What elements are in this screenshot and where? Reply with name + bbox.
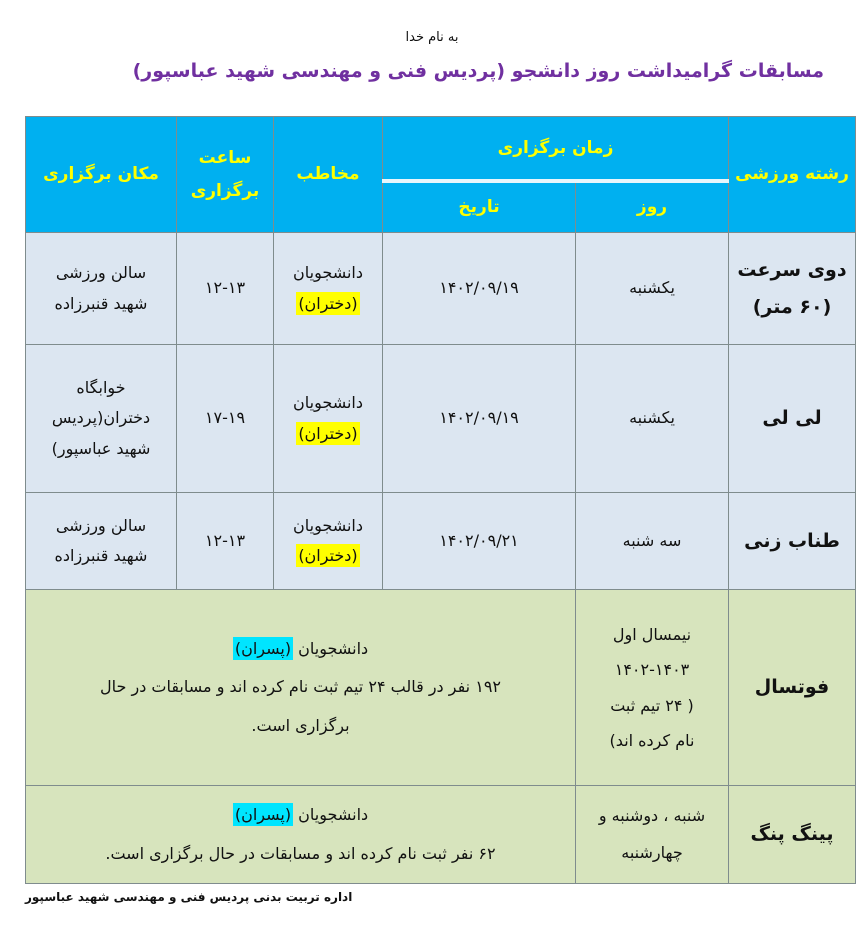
date-cell: ۱۴۰۲/۰۹/۲۱ (382, 492, 576, 590)
sport-cell: دوی سرعت (۶۰ متر) (728, 232, 856, 345)
place-cell: سالن ورزشی شهید قنبرزاده (25, 492, 177, 590)
header-time: زمان برگزاری (382, 116, 729, 183)
header-hour-line2: برگزاری (190, 180, 260, 201)
sport-cell: پینگ پنگ (728, 785, 856, 884)
audience-cell: دانشجویان (دختران) (273, 232, 383, 345)
page-title: مسابقات گرامیداشت روز دانشجو (پردیس فنی … (132, 60, 824, 82)
hour-cell: ۱۲-۱۳ (176, 232, 274, 345)
table-row: طناب زنی سه شنبه ۱۴۰۲/۰۹/۲۱ دانشجویان (دخ… (25, 492, 856, 590)
header-hour: ساعت برگزاری (176, 116, 274, 233)
day-cell: سه شنبه (575, 492, 729, 590)
audience-label: دانشجویان (293, 263, 363, 283)
header-audience: مخاطب (273, 116, 383, 233)
audience-gender: (دختران) (296, 291, 360, 315)
day-line: ( ۲۴ تیم ثبت (610, 695, 694, 715)
footer-text: اداره تربیت بدنی پردیس فنی و مهندسی شهید… (25, 890, 353, 904)
date-cell: ۱۴۰۲/۰۹/۱۹ (382, 232, 576, 345)
audience-label: دانشجویان (298, 638, 369, 658)
schedule-table: رشته ورزشی زمان برگزاری مخاطب ساعت برگزار… (25, 116, 856, 884)
sport-cell: طناب زنی (728, 492, 856, 590)
table-row: پینگ پنگ شنبه ، دوشنبه و چهارشنبه دانشجوی… (25, 785, 856, 884)
audience-label: دانشجویان (298, 805, 369, 825)
table-row: دوی سرعت (۶۰ متر) یکشنبه ۱۴۰۲/۰۹/۱۹ دانشج… (25, 232, 856, 345)
place-line: شهید قنبرزاده (54, 293, 148, 313)
day-cell: یکشنبه (575, 344, 729, 493)
details-cell: دانشجویان (پسران) ۱۹۲ نفر در قالب ۲۴ تیم… (25, 589, 576, 786)
audience-label: دانشجویان (293, 393, 363, 413)
day-line: شنبه ، دوشنبه و (598, 805, 706, 825)
header-date: تاریخ (382, 180, 576, 233)
details-text: برگزاری است. (251, 715, 350, 735)
place-line: شهید عباسپور) (51, 438, 151, 458)
audience-gender: (پسران) (232, 803, 294, 827)
details-text: ۶۲ نفر ثبت نام کرده اند و مسابقات در حال… (105, 843, 496, 863)
day-line: ۱۴۰۲-۱۴۰۳ (614, 660, 690, 680)
date-cell: ۱۴۰۲/۰۹/۱۹ (382, 344, 576, 493)
bismillah-heading: به نام خدا (405, 30, 459, 45)
header-hour-line1: ساعت (198, 148, 252, 169)
sport-cell: لی لی (728, 344, 856, 493)
place-line: دختران(پردیس (51, 408, 151, 428)
header-place: مکان برگزاری (25, 116, 177, 233)
sport-name: دوی سرعت (737, 259, 847, 282)
place-cell: سالن ورزشی شهید قنبرزاده (25, 232, 177, 345)
sport-cell: فوتسال (728, 589, 856, 786)
audience-gender: (پسران) (232, 636, 294, 660)
details-text: ۱۹۲ نفر در قالب ۲۴ تیم ثبت نام کرده اند … (99, 677, 501, 697)
day-line: چهارشنبه (621, 842, 683, 862)
audience-cell: دانشجویان (دختران) (273, 344, 383, 493)
table-row: فوتسال نیمسال اول ۱۴۰۲-۱۴۰۳ ( ۲۴ تیم ثبت نا… (25, 589, 856, 786)
audience-gender: (دختران) (296, 544, 360, 567)
details-cell: دانشجویان (پسران) ۶۲ نفر ثبت نام کرده ان… (25, 785, 576, 884)
day-cell: نیمسال اول ۱۴۰۲-۱۴۰۳ ( ۲۴ تیم ثبت نام کرده … (575, 589, 729, 786)
table-row: لی لی یکشنبه ۱۴۰۲/۰۹/۱۹ دانشجویان (دختران… (25, 344, 856, 493)
day-cell: یکشنبه (575, 232, 729, 345)
header-day: روز (575, 180, 729, 233)
place-line: شهید قنبرزاده (54, 546, 148, 565)
header-sport: رشته ورزشی (728, 116, 856, 233)
sport-name-detail: (۶۰ متر) (752, 295, 832, 318)
audience-gender: (دختران) (296, 421, 360, 445)
day-line: نیمسال اول (612, 625, 692, 645)
hour-cell: ۱۲-۱۳ (176, 492, 274, 590)
place-line: سالن ورزشی (55, 263, 147, 283)
day-line: نام کرده اند) (609, 730, 695, 750)
place-line: خوابگاه (76, 377, 126, 397)
hour-cell: ۱۷-۱۹ (176, 344, 274, 493)
audience-cell: دانشجویان (دختران) (273, 492, 383, 590)
day-cell: شنبه ، دوشنبه و چهارشنبه (575, 785, 729, 884)
place-line: سالن ورزشی (55, 515, 147, 535)
audience-label: دانشجویان (293, 515, 363, 535)
place-cell: خوابگاه دختران(پردیس شهید عباسپور) (25, 344, 177, 493)
